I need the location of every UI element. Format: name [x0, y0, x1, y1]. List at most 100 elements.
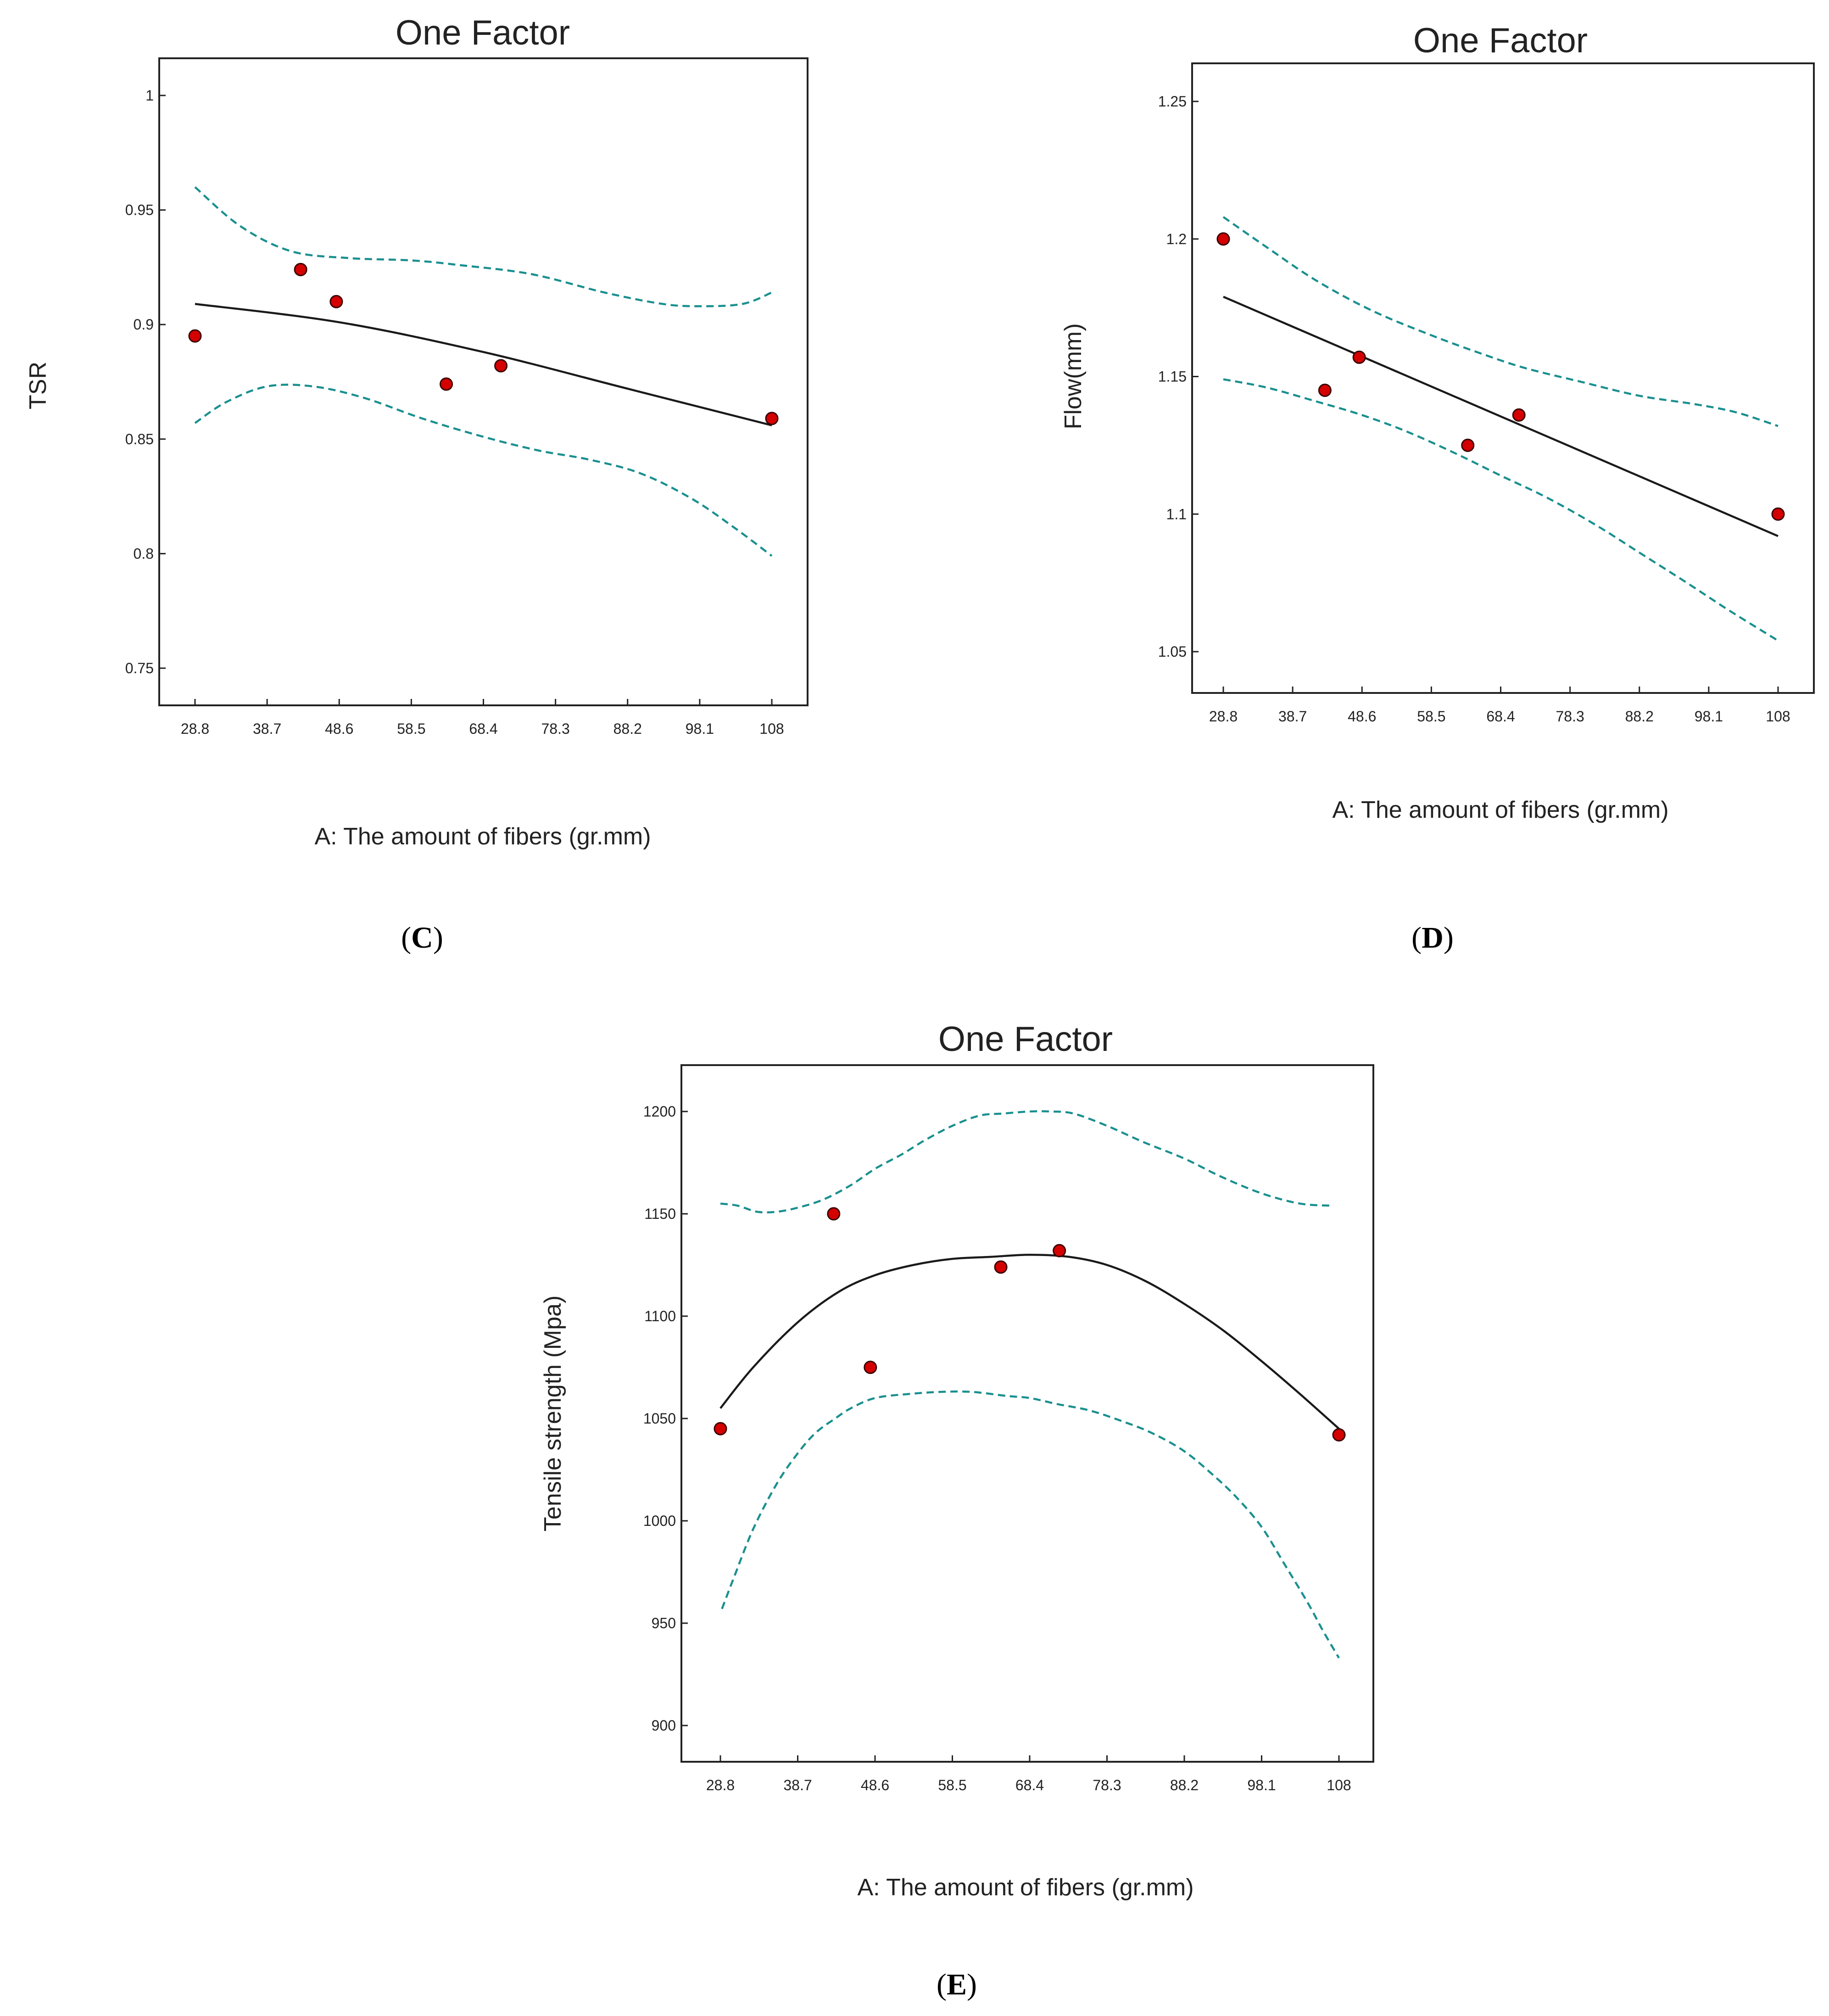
x-tick-label: 58.5: [397, 720, 425, 737]
y-tick-label: 1.2: [1166, 231, 1187, 247]
x-tick-label: 108: [759, 720, 784, 737]
x-tick-label: 58.5: [1417, 708, 1445, 725]
y-tick-label: 1200: [643, 1103, 676, 1120]
fit-line: [719, 1253, 1340, 1430]
x-tick-label: 98.1: [686, 720, 714, 737]
y-tick-label: 1050: [643, 1410, 676, 1427]
data-point: [765, 412, 779, 425]
x-tick-label: 68.4: [1486, 708, 1515, 725]
x-tick-label: 98.1: [1247, 1777, 1276, 1793]
y-tick-label: 1.15: [1158, 369, 1187, 385]
y-tick-label: 1.05: [1158, 643, 1187, 660]
x-tick-label: 38.7: [1278, 708, 1307, 725]
x-tick-label: 38.7: [253, 720, 281, 737]
chart-d-y-ticks: 1.05 1.1 1.15 1.2 1.25: [1158, 93, 1199, 660]
x-tick-label: 48.6: [861, 1777, 889, 1793]
chart-e-fit-line: [719, 1253, 1340, 1430]
x-tick-label: 38.7: [783, 1777, 812, 1793]
data-point: [1771, 507, 1785, 521]
x-tick-label: 28.8: [1209, 708, 1238, 725]
chart-d: One Factor 1.05 1.1 1.15 1.2 1.25 28.8 38.7 48…: [1060, 21, 1815, 955]
chart-e-confidence-bands: [720, 1110, 1340, 1659]
fit-line: [1223, 296, 1779, 537]
confidence-upper-line: [194, 186, 772, 307]
chart-c-title: One Factor: [396, 13, 570, 52]
y-tick-label: 1000: [643, 1513, 676, 1529]
x-tick-label: 68.4: [1015, 1777, 1044, 1793]
y-tick-label: 1: [145, 87, 154, 104]
confidence-lower-line: [194, 383, 773, 557]
chart-e-title: One Factor: [938, 1020, 1113, 1059]
chart-d-xlabel: A: The amount of fibers (gr.mm): [1332, 797, 1668, 823]
x-tick-label: 108: [1766, 708, 1790, 725]
x-tick-label: 68.4: [469, 720, 497, 737]
data-point: [1053, 1244, 1066, 1257]
x-tick-label: 88.2: [613, 720, 642, 737]
chart-d-plot-frame: [1191, 62, 1815, 694]
chart-c-xlabel: A: The amount of fibers (gr.mm): [314, 823, 651, 850]
x-tick-label: 98.1: [1695, 708, 1723, 725]
panel-label-d: (D): [1411, 921, 1454, 955]
chart-e-plot-frame: [680, 1064, 1374, 1763]
x-tick-label: 28.8: [181, 720, 209, 737]
data-point: [1512, 408, 1526, 422]
chart-e-points: [714, 1207, 1346, 1442]
y-tick-label: 0.85: [125, 431, 154, 447]
data-point: [864, 1361, 877, 1374]
fit-line: [195, 303, 772, 427]
x-tick-label: 108: [1327, 1777, 1351, 1793]
data-point: [1216, 232, 1230, 246]
chart-c-fit-line: [195, 303, 772, 427]
x-tick-label: 78.3: [1093, 1777, 1121, 1793]
confidence-lower-line: [721, 1390, 1340, 1659]
chart-e-x-ticks: 28.8 38.7 48.6 58.5 68.4 78.3 88.2 98.1 108: [706, 1755, 1351, 1793]
chart-e-xlabel: A: The amount of fibers (gr.mm): [857, 1874, 1193, 1901]
chart-c-confidence-bands: [194, 186, 773, 557]
y-tick-label: 950: [652, 1615, 676, 1631]
chart-e-ylabel: Tensile strength (Mpa): [540, 1296, 566, 1531]
y-tick-label: 0.95: [125, 202, 154, 218]
chart-c-points: [188, 262, 779, 425]
data-point: [1332, 1428, 1346, 1442]
chart-c-y-ticks: 0.75 0.8 0.85 0.9 0.95 1: [125, 87, 166, 676]
x-tick-label: 78.3: [1556, 708, 1584, 725]
chart-c-x-ticks: 28.8 38.7 48.6 58.5 68.4 78.3 88.2 98.1 108: [181, 699, 784, 737]
panel-label-c: (C): [401, 921, 443, 955]
data-point: [494, 359, 508, 373]
y-tick-label: 0.8: [134, 545, 154, 562]
data-point: [1318, 383, 1332, 397]
y-tick-label: 0.9: [134, 316, 154, 333]
x-tick-label: 58.5: [938, 1777, 966, 1793]
data-point: [714, 1422, 727, 1435]
x-tick-label: 48.6: [325, 720, 353, 737]
chart-e: One Factor 900 950 1000 1050 1100 1150 1200 28…: [540, 1020, 1374, 2001]
x-tick-label: 88.2: [1170, 1777, 1199, 1793]
y-tick-label: 1150: [644, 1206, 676, 1222]
y-tick-label: 1.25: [1158, 93, 1187, 110]
data-point: [188, 329, 202, 343]
x-tick-label: 88.2: [1625, 708, 1654, 725]
chart-e-y-ticks: 900 950 1000 1050 1100 1150 1200: [643, 1103, 688, 1734]
panel-label-e: (E): [937, 1968, 977, 2001]
x-tick-label: 78.3: [541, 720, 569, 737]
x-tick-label: 48.6: [1348, 708, 1376, 725]
confidence-upper-line: [720, 1110, 1332, 1214]
data-point: [1461, 438, 1475, 452]
chart-d-points: [1216, 232, 1785, 521]
data-point: [329, 295, 343, 308]
data-point: [827, 1207, 841, 1221]
data-point: [994, 1260, 1008, 1274]
y-tick-label: 900: [652, 1717, 676, 1734]
y-tick-label: 1100: [644, 1308, 676, 1324]
chart-d-x-ticks: 28.8 38.7 48.6 58.5 68.4 78.3 88.2 98.1 108: [1209, 687, 1790, 725]
y-tick-label: 1.1: [1166, 506, 1187, 522]
chart-d-title: One Factor: [1413, 21, 1588, 60]
data-point: [440, 377, 453, 391]
data-point: [294, 262, 307, 276]
confidence-lower-line: [1223, 378, 1779, 642]
chart-c-ylabel: TSR: [25, 362, 51, 409]
data-point: [1352, 351, 1366, 364]
